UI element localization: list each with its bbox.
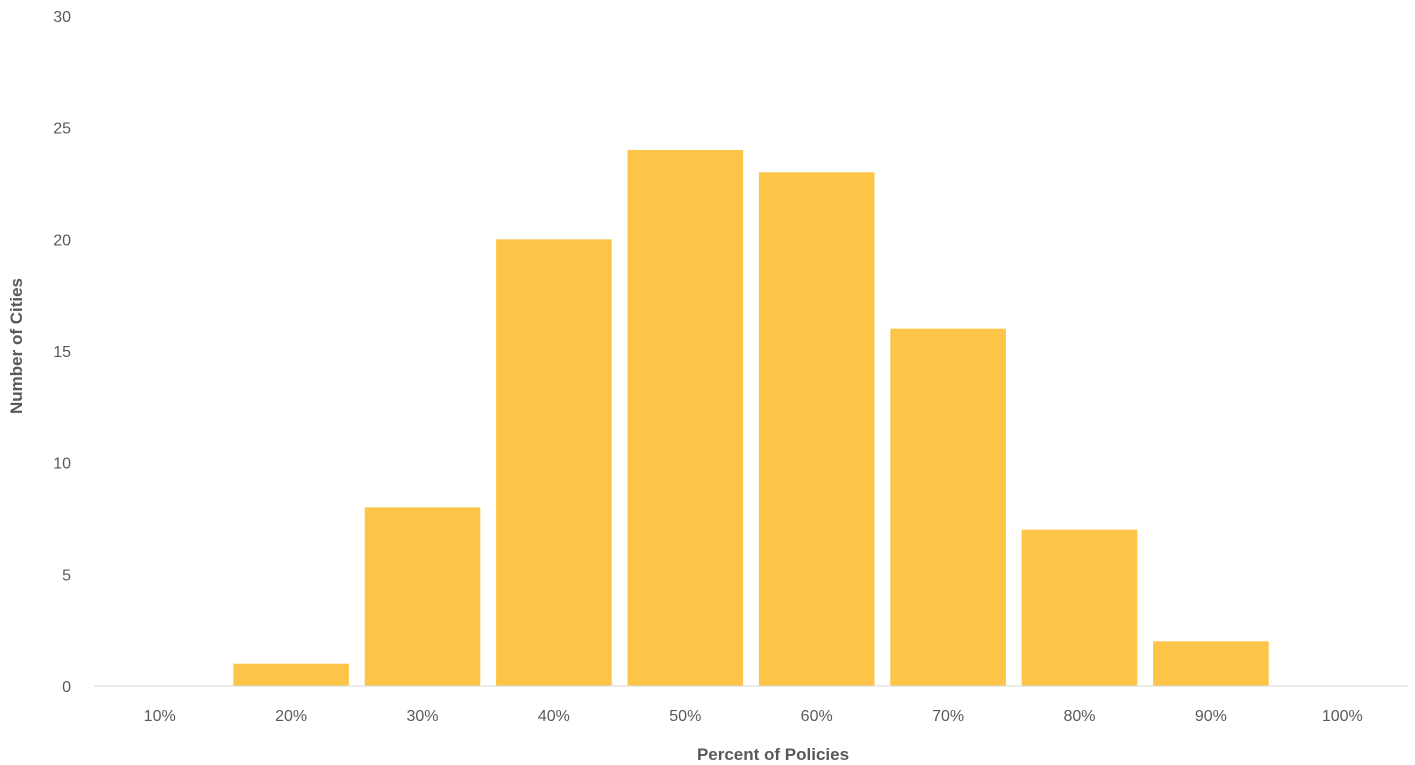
y-tick-label: 25 — [53, 121, 71, 138]
bar-80pct — [1021, 529, 1138, 686]
bar-40pct — [496, 239, 612, 686]
x-tick-label: 40% — [538, 708, 570, 725]
bar-30pct — [364, 507, 481, 686]
y-axis-title: Number of Cities — [7, 278, 26, 414]
x-axis-ticks: 10% 20% 30% 40% 50% 60% 70% 80% 90% 100% — [144, 708, 1363, 725]
x-tick-label: 50% — [669, 708, 701, 725]
y-tick-label: 0 — [62, 679, 71, 696]
y-tick-label: 20 — [53, 232, 71, 249]
x-tick-label: 90% — [1195, 708, 1227, 725]
y-axis-ticks: 0 5 10 15 20 25 30 — [53, 9, 71, 696]
bar-90pct — [1153, 641, 1269, 686]
y-tick-label: 15 — [53, 344, 71, 361]
bar-20pct — [233, 663, 349, 686]
y-tick-label: 5 — [62, 567, 71, 584]
bars — [233, 150, 1269, 686]
bar-50pct — [627, 150, 744, 686]
y-tick-label: 10 — [53, 456, 71, 473]
bar-60pct — [758, 172, 875, 686]
bar-70pct — [890, 328, 1006, 686]
x-tick-label: 10% — [144, 708, 176, 725]
x-tick-label: 100% — [1322, 708, 1363, 725]
x-tick-label: 20% — [275, 708, 307, 725]
x-tick-label: 30% — [406, 708, 438, 725]
x-axis-title: Percent of Policies — [697, 745, 849, 764]
x-tick-label: 80% — [1063, 708, 1095, 725]
x-tick-label: 70% — [932, 708, 964, 725]
y-tick-label: 30 — [53, 9, 71, 26]
x-tick-label: 60% — [801, 708, 833, 725]
